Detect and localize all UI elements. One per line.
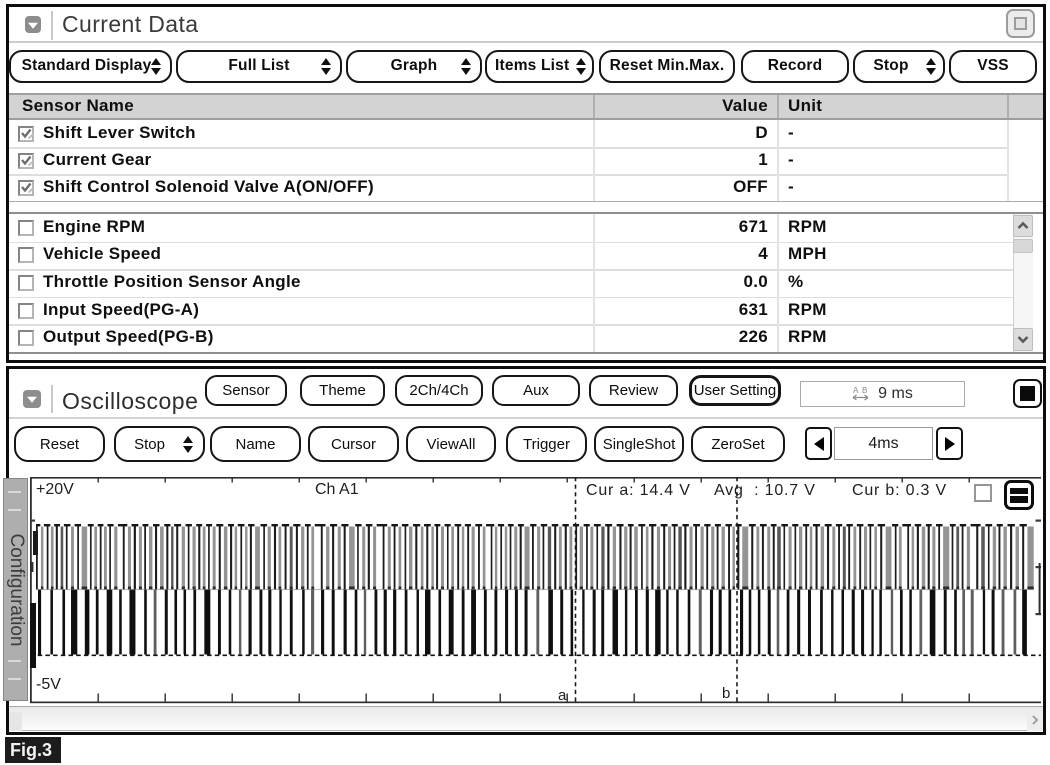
svg-text:A: A xyxy=(853,386,859,395)
svg-text:B: B xyxy=(862,386,867,395)
